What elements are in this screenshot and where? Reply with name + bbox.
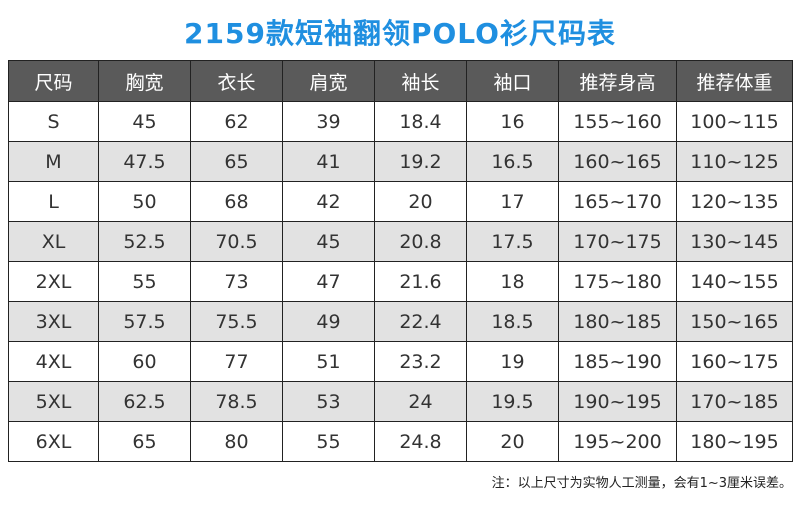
header-sleeve-length: 袖长 <box>374 60 467 102</box>
cell-chest-width: 47.5 <box>98 141 191 182</box>
cell-recommended-height: 195~200 <box>558 421 677 462</box>
table-row: 3XL 57.5 75.5 49 22.4 18.5 180~185 150~165 <box>8 301 793 342</box>
cell-recommended-height: 155~160 <box>558 101 677 142</box>
page-title: 2159款短袖翻领POLO衫尺码表 <box>184 17 616 50</box>
cell-recommended-weight: 160~175 <box>676 341 793 382</box>
cell-sleeve-length: 18.4 <box>374 101 467 142</box>
cell-size: 4XL <box>8 341 99 382</box>
table-header-row: 尺码 胸宽 衣长 肩宽 袖长 袖口 推荐身高 推荐体重 <box>8 60 793 102</box>
table-row: XL 52.5 70.5 45 20.8 17.5 170~175 130~145 <box>8 221 793 262</box>
cell-length: 70.5 <box>190 221 283 262</box>
cell-length: 62 <box>190 101 283 142</box>
cell-cuff: 18 <box>466 261 559 302</box>
cell-recommended-height: 175~180 <box>558 261 677 302</box>
cell-shoulder-width: 49 <box>282 301 375 342</box>
cell-sleeve-length: 24.8 <box>374 421 467 462</box>
table-row: M 47.5 65 41 19.2 16.5 160~165 110~125 <box>8 141 793 182</box>
header-recommended-weight: 推荐体重 <box>676 60 793 102</box>
cell-recommended-height: 185~190 <box>558 341 677 382</box>
cell-recommended-height: 160~165 <box>558 141 677 182</box>
cell-recommended-weight: 150~165 <box>676 301 793 342</box>
cell-shoulder-width: 45 <box>282 221 375 262</box>
header-chest-width: 胸宽 <box>98 60 191 102</box>
cell-sleeve-length: 20 <box>374 181 467 222</box>
cell-length: 73 <box>190 261 283 302</box>
cell-size: 3XL <box>8 301 99 342</box>
table-row: 2XL 55 73 47 21.6 18 175~180 140~155 <box>8 261 793 302</box>
cell-sleeve-length: 20.8 <box>374 221 467 262</box>
cell-chest-width: 50 <box>98 181 191 222</box>
cell-shoulder-width: 42 <box>282 181 375 222</box>
table-row: S 45 62 39 18.4 16 155~160 100~115 <box>8 101 793 142</box>
cell-recommended-weight: 110~125 <box>676 141 793 182</box>
cell-shoulder-width: 47 <box>282 261 375 302</box>
cell-recommended-weight: 170~185 <box>676 381 793 422</box>
cell-length: 77 <box>190 341 283 382</box>
cell-chest-width: 52.5 <box>98 221 191 262</box>
cell-size: 5XL <box>8 381 99 422</box>
cell-size: M <box>8 141 99 182</box>
size-chart-table: 尺码 胸宽 衣长 肩宽 袖长 袖口 推荐身高 推荐体重 S 45 62 39 18.4 1… <box>8 60 793 462</box>
cell-shoulder-width: 55 <box>282 421 375 462</box>
cell-size: 2XL <box>8 261 99 302</box>
header-cuff: 袖口 <box>466 60 559 102</box>
header-length: 衣长 <box>190 60 283 102</box>
cell-sleeve-length: 22.4 <box>374 301 467 342</box>
cell-chest-width: 55 <box>98 261 191 302</box>
cell-cuff: 19 <box>466 341 559 382</box>
cell-recommended-height: 190~195 <box>558 381 677 422</box>
cell-length: 65 <box>190 141 283 182</box>
cell-cuff: 20 <box>466 421 559 462</box>
cell-length: 75.5 <box>190 301 283 342</box>
cell-sleeve-length: 21.6 <box>374 261 467 302</box>
table-row: 4XL 60 77 51 23.2 19 185~190 160~175 <box>8 341 793 382</box>
cell-chest-width: 60 <box>98 341 191 382</box>
cell-recommended-height: 165~170 <box>558 181 677 222</box>
cell-sleeve-length: 23.2 <box>374 341 467 382</box>
cell-recommended-weight: 130~145 <box>676 221 793 262</box>
table-row: 6XL 65 80 55 24.8 20 195~200 180~195 <box>8 421 793 462</box>
cell-size: XL <box>8 221 99 262</box>
cell-recommended-weight: 100~115 <box>676 101 793 142</box>
cell-recommended-height: 170~175 <box>558 221 677 262</box>
header-shoulder-width: 肩宽 <box>282 60 375 102</box>
cell-sleeve-length: 24 <box>374 381 467 422</box>
cell-cuff: 18.5 <box>466 301 559 342</box>
cell-shoulder-width: 41 <box>282 141 375 182</box>
cell-size: L <box>8 181 99 222</box>
cell-sleeve-length: 19.2 <box>374 141 467 182</box>
cell-cuff: 17 <box>466 181 559 222</box>
cell-chest-width: 65 <box>98 421 191 462</box>
cell-cuff: 17.5 <box>466 221 559 262</box>
measurement-note: 注：以上尺寸为实物人工测量，会有1~3厘米误差。 <box>491 476 792 491</box>
cell-cuff: 19.5 <box>466 381 559 422</box>
cell-shoulder-width: 53 <box>282 381 375 422</box>
cell-shoulder-width: 39 <box>282 101 375 142</box>
table-row: L 50 68 42 20 17 165~170 120~135 <box>8 181 793 222</box>
cell-cuff: 16 <box>466 101 559 142</box>
cell-shoulder-width: 51 <box>282 341 375 382</box>
header-recommended-height: 推荐身高 <box>558 60 677 102</box>
cell-cuff: 16.5 <box>466 141 559 182</box>
cell-recommended-weight: 140~155 <box>676 261 793 302</box>
cell-chest-width: 62.5 <box>98 381 191 422</box>
header-size: 尺码 <box>8 60 99 102</box>
cell-length: 78.5 <box>190 381 283 422</box>
cell-size: S <box>8 101 99 142</box>
cell-length: 68 <box>190 181 283 222</box>
cell-recommended-weight: 120~135 <box>676 181 793 222</box>
cell-length: 80 <box>190 421 283 462</box>
cell-size: 6XL <box>8 421 99 462</box>
table-row: 5XL 62.5 78.5 53 24 19.5 190~195 170~185 <box>8 381 793 422</box>
cell-recommended-height: 180~185 <box>558 301 677 342</box>
cell-recommended-weight: 180~195 <box>676 421 793 462</box>
cell-chest-width: 57.5 <box>98 301 191 342</box>
table-body: S 45 62 39 18.4 16 155~160 100~115 M 47.5 65 41 19.2… <box>8 101 793 462</box>
cell-chest-width: 45 <box>98 101 191 142</box>
